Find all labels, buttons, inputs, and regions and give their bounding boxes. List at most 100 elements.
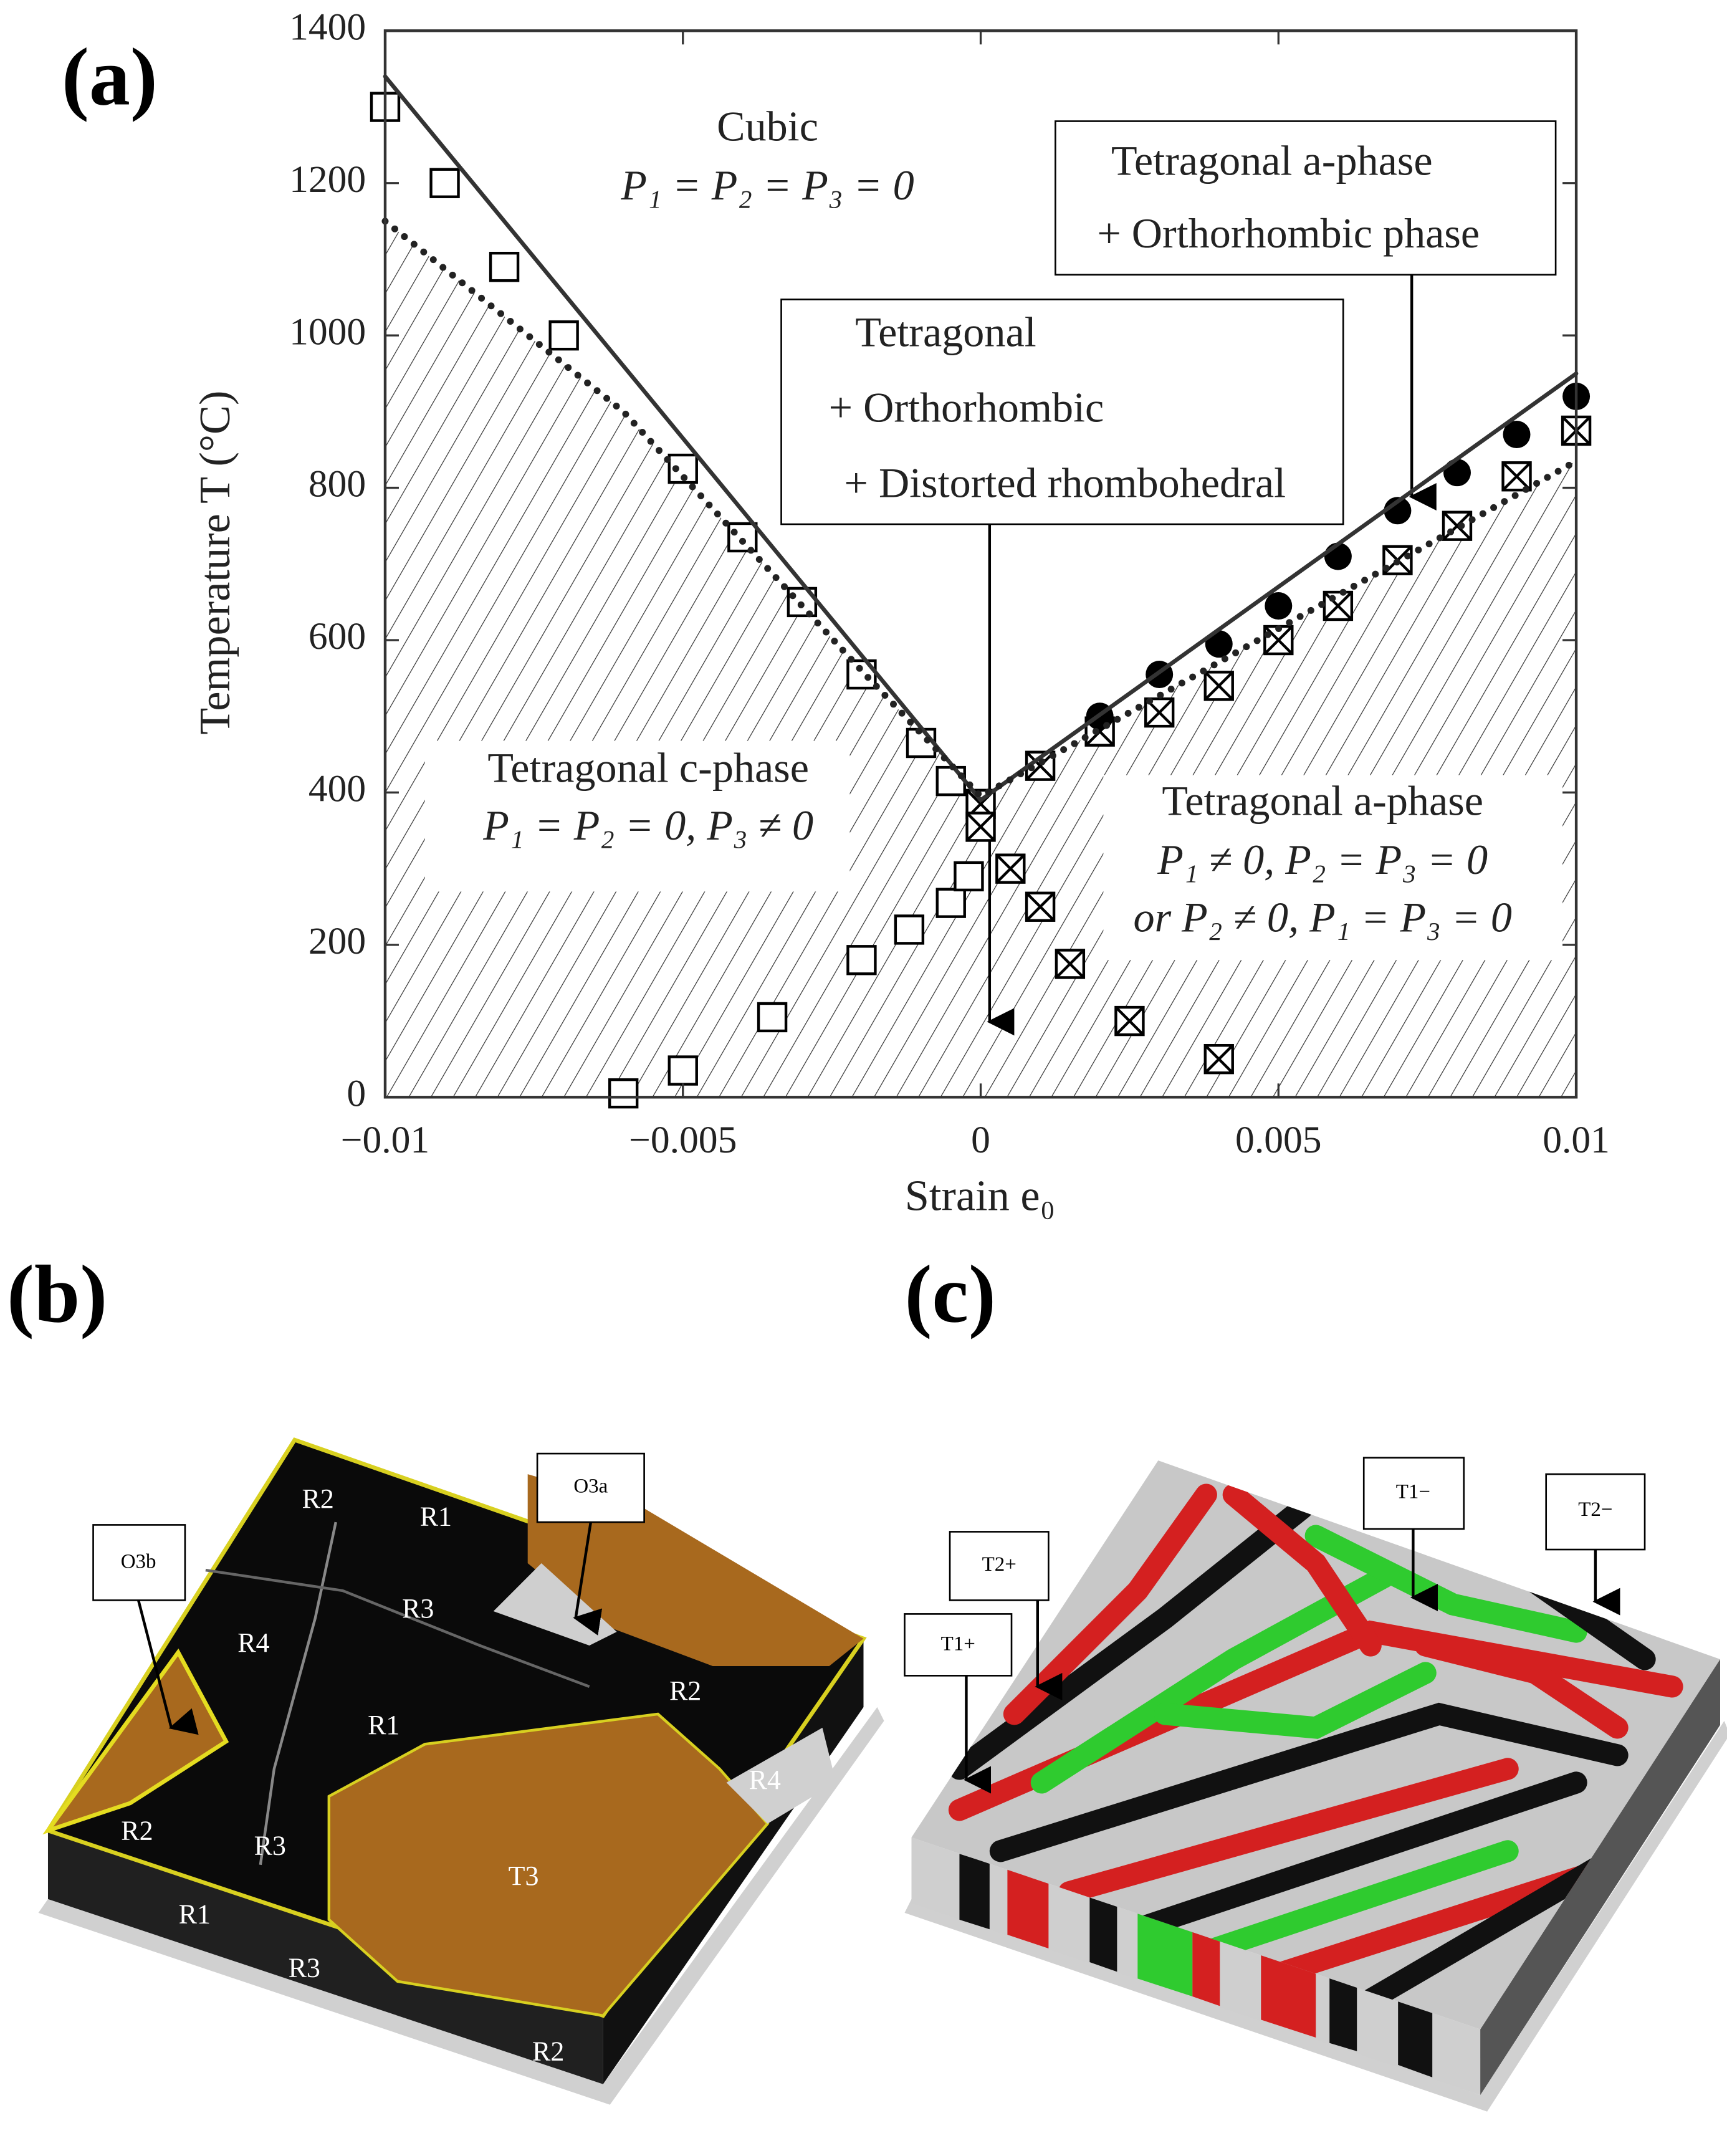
annotation-box bbox=[780, 299, 1344, 525]
annotation: P₁ = P₂ = 0, P₃ ≠ 0 bbox=[482, 802, 813, 849]
data-point bbox=[935, 765, 966, 797]
data-point bbox=[846, 945, 877, 975]
region-label: R2 bbox=[121, 1815, 153, 1846]
x-tick-label: −0.005 bbox=[629, 1119, 737, 1161]
annotation-box bbox=[1055, 120, 1557, 276]
data-point bbox=[1203, 671, 1234, 701]
box-label: T1+ bbox=[941, 1633, 975, 1655]
label-backdrop bbox=[603, 96, 946, 227]
region-label: R1 bbox=[368, 1710, 399, 1740]
region-label: R3 bbox=[289, 1952, 320, 1983]
region-label: R3 bbox=[402, 1593, 434, 1624]
data-point bbox=[757, 1002, 788, 1033]
marker-square bbox=[727, 522, 758, 553]
label-backdrop bbox=[1103, 775, 1563, 961]
region-label: R4 bbox=[749, 1765, 781, 1795]
marker-cross bbox=[1025, 892, 1055, 922]
data-point bbox=[1442, 510, 1473, 541]
panel-label: (c) bbox=[904, 1248, 995, 1339]
marker-square bbox=[954, 861, 984, 892]
y-tick-label: 600 bbox=[309, 615, 366, 658]
annotation: P₁ = P₂ = P₃ = 0 bbox=[620, 161, 914, 209]
marker-cross bbox=[1204, 671, 1234, 701]
y-tick-label: 800 bbox=[309, 463, 366, 505]
y-tick-label: 200 bbox=[309, 920, 366, 962]
data-point bbox=[1384, 497, 1412, 525]
y-axis-label: Temperature T (°C) bbox=[191, 391, 239, 735]
x-tick-label: 0.01 bbox=[1543, 1119, 1610, 1161]
marker-cross bbox=[1263, 625, 1293, 655]
y-tick-label: 1400 bbox=[289, 6, 366, 48]
region-label: O3b bbox=[121, 1551, 156, 1573]
box-label: T2+ bbox=[982, 1553, 1017, 1576]
x-tick-label: 0.005 bbox=[1235, 1119, 1322, 1161]
annotation: or P₂ ≠ 0, P₁ = P₃ = 0 bbox=[1133, 893, 1511, 941]
marker-cross bbox=[1055, 949, 1085, 979]
region-label: R3 bbox=[254, 1831, 286, 1861]
region-label: R2 bbox=[669, 1675, 701, 1706]
data-point bbox=[489, 251, 520, 282]
data-point bbox=[1205, 630, 1233, 658]
phase-diagram: Cubic P₁ = P₂ = P₃ = 0 Tetragonal a-phas… bbox=[191, 6, 1610, 1220]
marker-square bbox=[489, 251, 520, 282]
panel-c-render bbox=[904, 1457, 1727, 2112]
annotation: Cubic bbox=[717, 102, 818, 150]
data-point bbox=[1114, 1005, 1145, 1037]
data-point bbox=[1501, 461, 1532, 492]
annotation: Tetragonal bbox=[855, 308, 1036, 355]
annotation: + Orthorhombic bbox=[829, 383, 1104, 431]
region-label: R2 bbox=[532, 2036, 564, 2066]
marker-square bbox=[894, 914, 925, 945]
box-label: T2− bbox=[1578, 1498, 1612, 1521]
data-point bbox=[1503, 421, 1531, 449]
data-point bbox=[935, 888, 966, 918]
data-point bbox=[608, 1078, 639, 1109]
x-axis-label: Strain e₀ bbox=[905, 1171, 1055, 1220]
annotation: Tetragonal a-phase bbox=[1162, 777, 1483, 824]
marker-square bbox=[935, 888, 966, 918]
marker-square bbox=[846, 945, 877, 975]
region-label: T3 bbox=[509, 1861, 539, 1891]
annotation: + Orthorhombic phase bbox=[1097, 209, 1480, 257]
region-label: O3a bbox=[573, 1475, 608, 1498]
annotation: Tetragonal c-phase bbox=[487, 744, 809, 792]
data-point bbox=[1025, 891, 1056, 922]
region-label: R1 bbox=[420, 1502, 452, 1532]
annotation-boxes bbox=[424, 96, 1563, 1036]
data-point bbox=[995, 853, 1026, 884]
region-label: R4 bbox=[237, 1627, 269, 1658]
box-label: T1− bbox=[1396, 1480, 1430, 1503]
y-tick-label: 1000 bbox=[289, 310, 366, 353]
marker-cross bbox=[1323, 591, 1353, 621]
x-tick-label: −0.01 bbox=[341, 1119, 429, 1161]
region-label: R2 bbox=[302, 1483, 334, 1514]
data-point bbox=[429, 168, 460, 198]
marker-square bbox=[667, 1055, 698, 1086]
label-backdrop bbox=[424, 740, 850, 892]
data-point bbox=[1265, 592, 1293, 620]
marker-cross bbox=[1114, 1006, 1144, 1036]
region-label: R1 bbox=[179, 1899, 211, 1930]
data-point bbox=[727, 522, 758, 553]
data-point bbox=[965, 812, 996, 842]
panel-b-render bbox=[38, 1437, 884, 2105]
data-point bbox=[1324, 542, 1352, 570]
x-tick-label: 0 bbox=[971, 1119, 990, 1161]
marker-square bbox=[548, 320, 579, 351]
y-tick-label: 400 bbox=[309, 768, 366, 810]
y-tick-label: 0 bbox=[347, 1072, 366, 1114]
phase-boundary bbox=[383, 74, 1579, 803]
marker-square bbox=[935, 765, 966, 797]
marker-cross bbox=[965, 812, 996, 841]
data-point bbox=[1323, 590, 1354, 621]
marker-square bbox=[429, 168, 460, 198]
data-point bbox=[667, 1055, 698, 1086]
y-tick-label: 1200 bbox=[289, 158, 366, 201]
data-point bbox=[954, 861, 984, 892]
marker-cross bbox=[1501, 461, 1532, 491]
marker-square bbox=[608, 1078, 639, 1109]
data-point bbox=[548, 320, 579, 351]
marker-cross bbox=[1442, 511, 1472, 541]
marker-cross bbox=[1025, 751, 1055, 781]
